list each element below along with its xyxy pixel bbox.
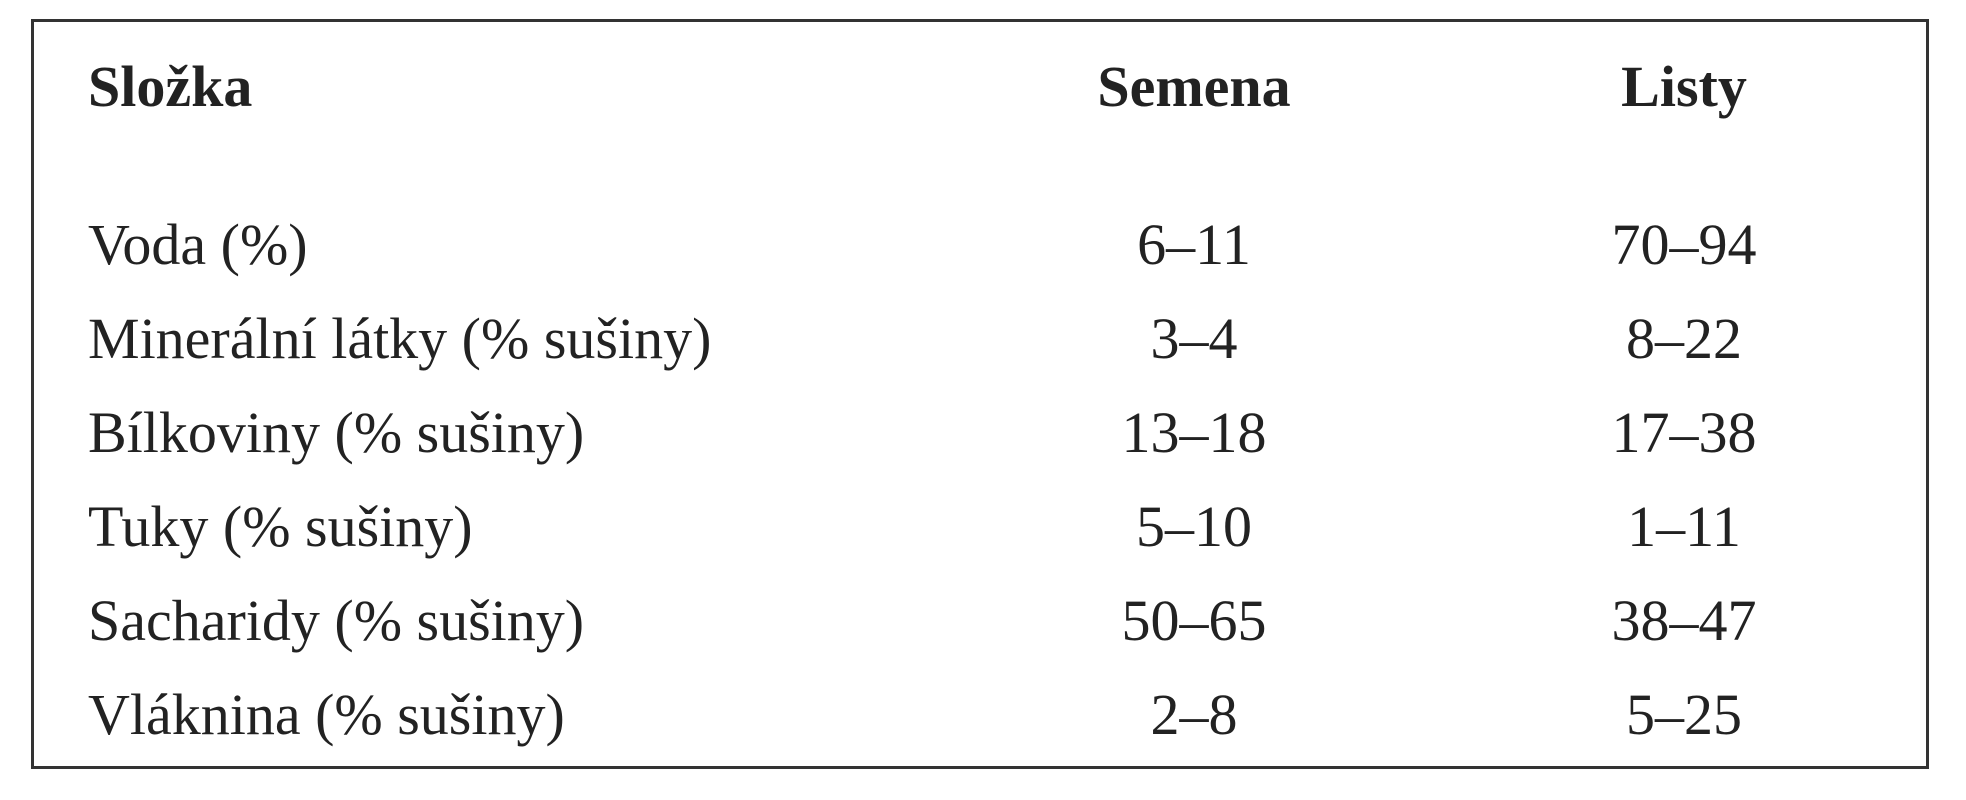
table-cell: 2–8	[1150, 682, 1238, 747]
table-cell: Sacharidy (% sušiny)	[88, 588, 585, 653]
table-cell: 1–11	[1627, 494, 1741, 559]
table-cell: 3–4	[1150, 306, 1238, 371]
table-cell: Tuky (% sušiny)	[88, 494, 473, 559]
table-cell: Voda (%)	[88, 212, 308, 277]
header-cell: Listy	[1621, 54, 1747, 119]
header-cell: Složka	[88, 54, 253, 119]
table-cell: 17–38	[1611, 400, 1757, 465]
table-cell: 8–22	[1626, 306, 1742, 371]
table-cell: 5–10	[1136, 494, 1252, 559]
header-cell: Semena	[1097, 54, 1291, 119]
table-cell: Bílkoviny (% sušiny)	[88, 400, 585, 465]
table-cell: 13–18	[1121, 400, 1267, 465]
table-cell: Vláknina (% sušiny)	[88, 682, 565, 747]
table-cell: Minerální látky (% sušiny)	[88, 306, 712, 371]
table-cell: 5–25	[1626, 682, 1742, 747]
table-cell: 38–47	[1611, 588, 1757, 653]
table: Složka Semena Listy Voda (%) 6–11 70–94 Minerá…	[31, 19, 1929, 769]
table-cell: 50–65	[1121, 588, 1267, 653]
table-cell: 6–11	[1137, 212, 1251, 277]
table-cell: 70–94	[1611, 212, 1757, 277]
